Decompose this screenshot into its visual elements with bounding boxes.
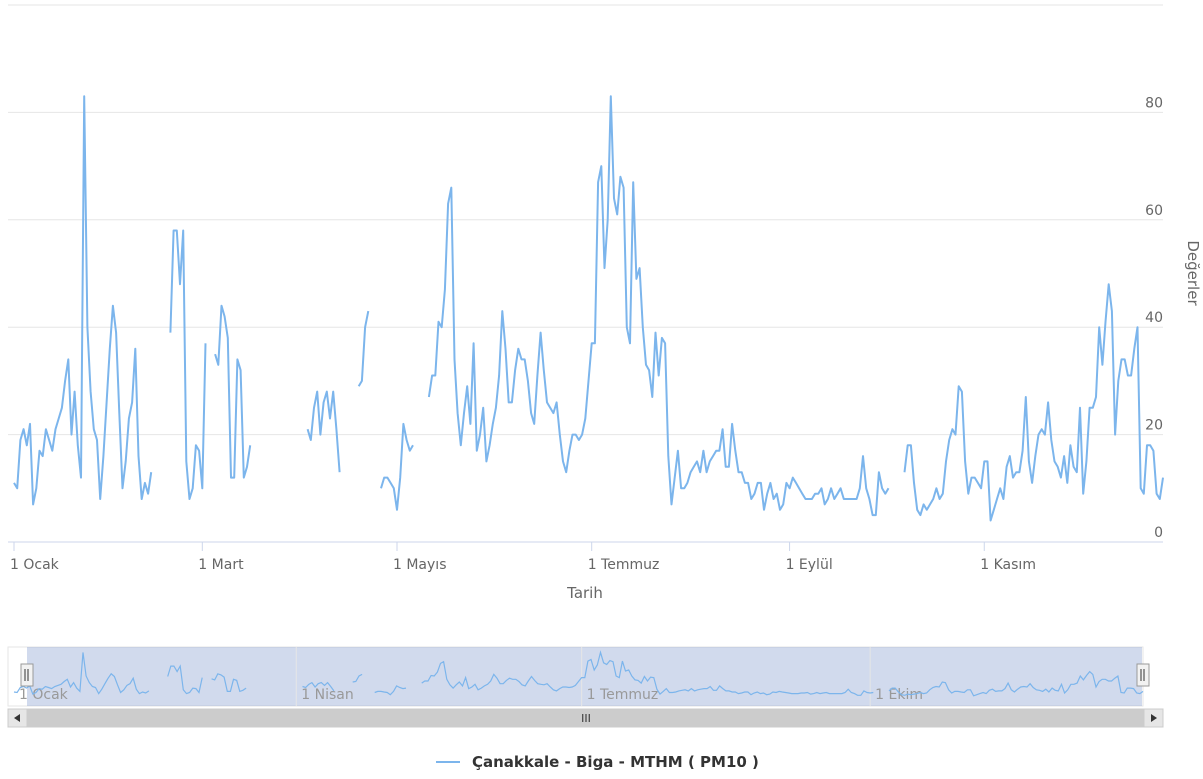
- navigator-tick-label: 1 Ekim: [875, 687, 923, 703]
- navigator-line: [211, 673, 247, 693]
- series-line: [903, 283, 1164, 522]
- navigator-left-handle[interactable]: [20, 663, 34, 687]
- y-axis-title: Değerler: [1184, 240, 1202, 306]
- scrollbar-right-button[interactable]: [1143, 708, 1164, 728]
- series-line: [214, 304, 252, 479]
- navigator-background: [7, 646, 1144, 707]
- x-tick-label: 1 Temmuz: [588, 557, 660, 573]
- scrollbar-left-button[interactable]: [7, 708, 28, 728]
- scrollbar-grip: III: [581, 712, 591, 725]
- y-tick-label: 0: [1154, 525, 1163, 541]
- y-tick-label: 20: [1145, 418, 1163, 434]
- x-tick-label: 1 Kasım: [980, 557, 1036, 573]
- x-tick-label: 1 Eylül: [786, 557, 833, 573]
- navigator-tick-label: 1 Nisan: [301, 687, 353, 703]
- y-tick-label: 40: [1145, 310, 1163, 326]
- series-line: [169, 229, 207, 500]
- x-tick-label: 1 Ocak: [10, 557, 60, 573]
- navigator-ticks: 1 Ocak 1 Nisan 1 Temmuz 1 Ekim: [19, 647, 923, 706]
- navigator-tick-label: 1 Ocak: [19, 687, 69, 703]
- navigator-series: [13, 650, 1144, 697]
- y-tick-label: 80: [1145, 95, 1163, 111]
- navigator-tick-label: 1 Temmuz: [587, 687, 659, 703]
- series-line: [380, 422, 414, 511]
- y-axis: 0 20 40 60 80: [1145, 95, 1163, 541]
- series-line: [306, 390, 341, 473]
- navigator-right-handle[interactable]: [1136, 663, 1150, 687]
- arrow-left-icon: [14, 714, 20, 722]
- scrollbar[interactable]: III: [7, 708, 1164, 728]
- navigator-line: [302, 681, 335, 692]
- legend-item-label[interactable]: Çanakkale - Biga - MTHM ( PM10 ): [472, 753, 759, 771]
- series-line: [357, 310, 370, 387]
- series-line: [13, 95, 153, 506]
- x-axis-title: Tarih: [566, 584, 603, 602]
- x-tick-label: 1 Mart: [198, 557, 244, 573]
- navigator-line: [888, 670, 1144, 697]
- navigator[interactable]: 1 Ocak 1 Nisan 1 Temmuz 1 Ekim: [7, 646, 1150, 707]
- x-tick-label: 1 Mayıs: [393, 557, 446, 573]
- series-layer: [13, 95, 1164, 522]
- navigator-line: [421, 650, 874, 696]
- navigator-line: [13, 652, 150, 695]
- navigator-line: [374, 685, 407, 696]
- grid-layer: [8, 4, 1163, 436]
- legend[interactable]: Çanakkale - Biga - MTHM ( PM10 ): [436, 753, 759, 771]
- navigator-line: [167, 664, 203, 695]
- x-axis: 1 Ocak 1 Mart 1 Mayıs 1 Temmuz 1 Eylül 1 Kası…: [8, 541, 1163, 573]
- y-tick-label: 60: [1145, 203, 1163, 219]
- navigator-line: [352, 673, 363, 683]
- arrow-right-icon: [1151, 714, 1157, 722]
- series-line: [427, 95, 890, 517]
